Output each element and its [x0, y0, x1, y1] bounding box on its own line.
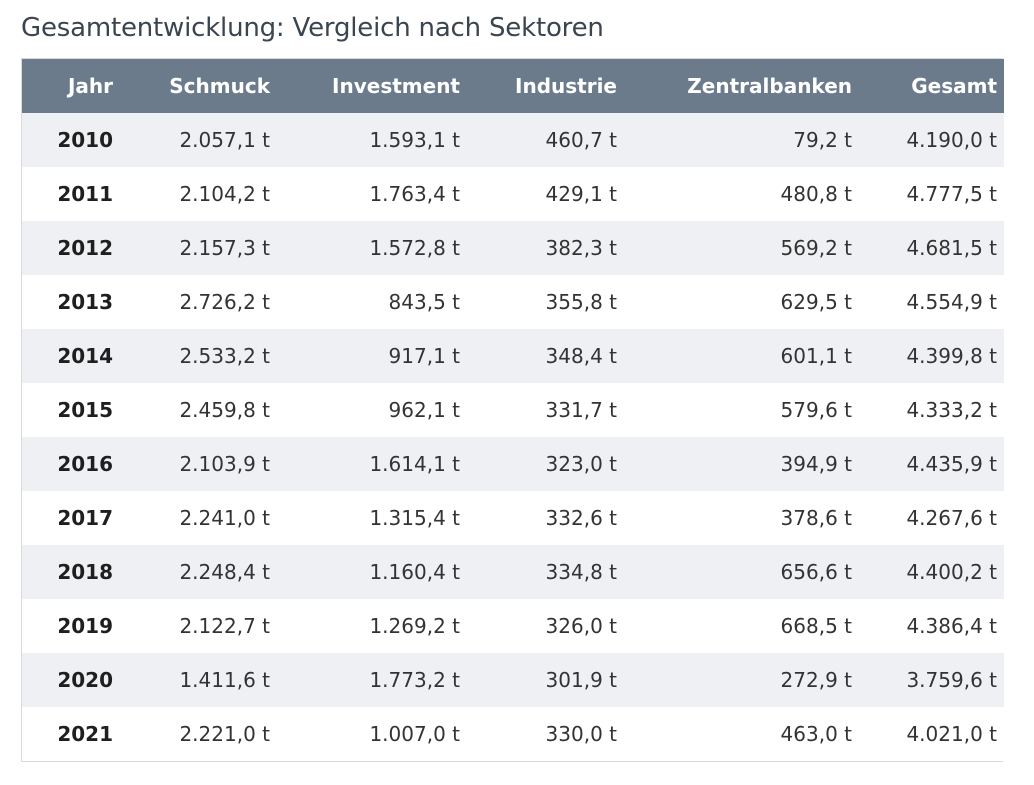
page-title: Gesamtentwicklung: Vergleich nach Sektor… [21, 13, 604, 43]
cell-gesamt: 4.435,9 t [906, 452, 997, 476]
cell-industrie: 323,0 t [545, 452, 617, 476]
cell-investment: 1.614,1 t [369, 452, 460, 476]
cell-jahr: 2021 [57, 722, 113, 746]
cell-industrie: 429,1 t [545, 182, 617, 206]
column-header-schmuck: Schmuck [169, 74, 270, 98]
cell-jahr: 2019 [57, 614, 113, 638]
cell-industrie: 331,7 t [545, 398, 617, 422]
cell-gesamt: 4.333,2 t [906, 398, 997, 422]
table-row: 2013 2.726,2 t 843,5 t 355,8 t 629,5 t 4.554,… [22, 275, 1004, 329]
cell-schmuck: 2.057,1 t [179, 128, 270, 152]
cell-schmuck: 2.533,2 t [179, 344, 270, 368]
table-row: 2016 2.103,9 t 1.614,1 t 323,0 t 394,9 t 4.43… [22, 437, 1004, 491]
cell-zentralbanken: 656,6 t [780, 560, 852, 584]
cell-zentralbanken: 79,2 t [793, 128, 852, 152]
table-body: 2010 2.057,1 t 1.593,1 t 460,7 t 79,2 t 4.190… [22, 113, 1004, 761]
cell-gesamt: 4.681,5 t [906, 236, 997, 260]
cell-industrie: 301,9 t [545, 668, 617, 692]
cell-industrie: 334,8 t [545, 560, 617, 584]
cell-jahr: 2020 [57, 668, 113, 692]
cell-investment: 1.269,2 t [369, 614, 460, 638]
cell-gesamt: 4.190,0 t [906, 128, 997, 152]
cell-investment: 1.315,4 t [369, 506, 460, 530]
cell-jahr: 2015 [57, 398, 113, 422]
cell-schmuck: 2.221,0 t [179, 722, 270, 746]
cell-zentralbanken: 378,6 t [780, 506, 852, 530]
cell-schmuck: 2.122,7 t [179, 614, 270, 638]
cell-jahr: 2016 [57, 452, 113, 476]
cell-jahr: 2018 [57, 560, 113, 584]
cell-jahr: 2010 [57, 128, 113, 152]
table-row: 2010 2.057,1 t 1.593,1 t 460,7 t 79,2 t 4.190… [22, 113, 1004, 167]
cell-schmuck: 2.157,3 t [179, 236, 270, 260]
cell-industrie: 348,4 t [545, 344, 617, 368]
cell-investment: 843,5 t [388, 290, 460, 314]
table-header: Jahr Schmuck Investment Industrie Zentra… [22, 59, 1004, 113]
column-header-jahr: Jahr [67, 74, 113, 98]
cell-zentralbanken: 579,6 t [780, 398, 852, 422]
table-header-row: Jahr Schmuck Investment Industrie Zentra… [22, 59, 1004, 113]
cell-jahr: 2014 [57, 344, 113, 368]
cell-zentralbanken: 272,9 t [780, 668, 852, 692]
table-row: 2011 2.104,2 t 1.763,4 t 429,1 t 480,8 t 4.77… [22, 167, 1004, 221]
cell-investment: 1.773,2 t [369, 668, 460, 692]
cell-industrie: 355,8 t [545, 290, 617, 314]
cell-investment: 1.572,8 t [369, 236, 460, 260]
column-header-gesamt: Gesamt [911, 74, 997, 98]
column-header-industrie: Industrie [515, 74, 617, 98]
cell-schmuck: 1.411,6 t [179, 668, 270, 692]
cell-investment: 1.593,1 t [369, 128, 460, 152]
column-header-investment: Investment [332, 74, 460, 98]
cell-jahr: 2013 [57, 290, 113, 314]
sector-table: Jahr Schmuck Investment Industrie Zentra… [22, 59, 1004, 761]
cell-industrie: 330,0 t [545, 722, 617, 746]
cell-industrie: 332,6 t [545, 506, 617, 530]
cell-gesamt: 4.399,8 t [906, 344, 997, 368]
table-row: 2018 2.248,4 t 1.160,4 t 334,8 t 656,6 t 4.40… [22, 545, 1004, 599]
cell-gesamt: 4.021,0 t [906, 722, 997, 746]
cell-schmuck: 2.459,8 t [179, 398, 270, 422]
cell-investment: 962,1 t [388, 398, 460, 422]
cell-jahr: 2011 [57, 182, 113, 206]
cell-investment: 1.160,4 t [369, 560, 460, 584]
cell-jahr: 2017 [57, 506, 113, 530]
cell-investment: 917,1 t [388, 344, 460, 368]
column-header-zentralbanken: Zentralbanken [687, 74, 852, 98]
table-row: 2017 2.241,0 t 1.315,4 t 332,6 t 378,6 t 4.26… [22, 491, 1004, 545]
cell-investment: 1.763,4 t [369, 182, 460, 206]
cell-schmuck: 2.726,2 t [179, 290, 270, 314]
table-row: 2015 2.459,8 t 962,1 t 331,7 t 579,6 t 4.333,… [22, 383, 1004, 437]
cell-gesamt: 4.267,6 t [906, 506, 997, 530]
table-row: 2019 2.122,7 t 1.269,2 t 326,0 t 668,5 t 4.38… [22, 599, 1004, 653]
cell-schmuck: 2.104,2 t [179, 182, 270, 206]
cell-zentralbanken: 394,9 t [780, 452, 852, 476]
cell-schmuck: 2.103,9 t [179, 452, 270, 476]
cell-gesamt: 4.386,4 t [906, 614, 997, 638]
table-row: 2021 2.221,0 t 1.007,0 t 330,0 t 463,0 t 4.02… [22, 707, 1004, 761]
cell-jahr: 2012 [57, 236, 113, 260]
cell-gesamt: 4.554,9 t [906, 290, 997, 314]
cell-industrie: 326,0 t [545, 614, 617, 638]
cell-zentralbanken: 601,1 t [780, 344, 852, 368]
cell-investment: 1.007,0 t [369, 722, 460, 746]
sector-table-container: Jahr Schmuck Investment Industrie Zentra… [21, 58, 1004, 762]
cell-gesamt: 4.777,5 t [906, 182, 997, 206]
cell-industrie: 460,7 t [545, 128, 617, 152]
cell-schmuck: 2.241,0 t [179, 506, 270, 530]
cell-zentralbanken: 569,2 t [780, 236, 852, 260]
table-row: 2014 2.533,2 t 917,1 t 348,4 t 601,1 t 4.399,… [22, 329, 1004, 383]
cell-schmuck: 2.248,4 t [179, 560, 270, 584]
cell-zentralbanken: 463,0 t [780, 722, 852, 746]
cell-gesamt: 3.759,6 t [906, 668, 997, 692]
cell-zentralbanken: 480,8 t [780, 182, 852, 206]
cell-zentralbanken: 629,5 t [780, 290, 852, 314]
table-row: 2020 1.411,6 t 1.773,2 t 301,9 t 272,9 t 3.75… [22, 653, 1004, 707]
cell-zentralbanken: 668,5 t [780, 614, 852, 638]
table-row: 2012 2.157,3 t 1.572,8 t 382,3 t 569,2 t 4.68… [22, 221, 1004, 275]
cell-gesamt: 4.400,2 t [906, 560, 997, 584]
cell-industrie: 382,3 t [545, 236, 617, 260]
